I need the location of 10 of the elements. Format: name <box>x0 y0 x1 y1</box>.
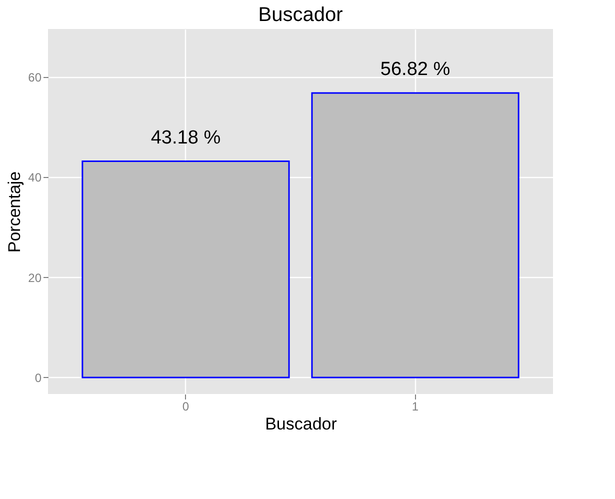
x-axis-title: Buscador <box>265 414 338 434</box>
data-label: 56.82 % <box>380 58 450 80</box>
y-tick-label: 40 <box>28 170 42 185</box>
y-axis-title: Porcentaje <box>5 171 24 253</box>
y-tick-label: 0 <box>34 370 42 385</box>
chart-title: Buscador <box>258 4 344 26</box>
data-label: 43.18 % <box>150 127 221 148</box>
x-tick-label: 1 <box>412 400 419 414</box>
y-tick-label: 60 <box>28 70 42 85</box>
y-tick-label: 20 <box>28 270 42 285</box>
